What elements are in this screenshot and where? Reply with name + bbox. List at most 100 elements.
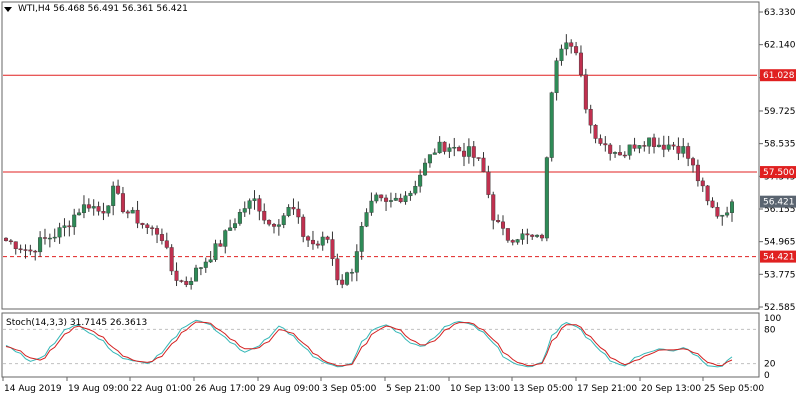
candle-body bbox=[447, 147, 452, 152]
candle-body bbox=[432, 152, 437, 155]
candle-body bbox=[379, 194, 384, 199]
candle-body bbox=[301, 216, 306, 237]
candle bbox=[57, 222, 62, 244]
candle-body bbox=[233, 223, 238, 229]
horizontal-levels[interactable] bbox=[3, 74, 757, 258]
candle-body bbox=[335, 258, 340, 281]
candle bbox=[91, 199, 96, 216]
candle bbox=[38, 231, 43, 257]
candle bbox=[447, 143, 452, 158]
candle-body bbox=[72, 214, 77, 228]
candle bbox=[588, 104, 593, 134]
time-tick-label: 10 Sep 13:00 bbox=[450, 384, 510, 394]
candle bbox=[247, 198, 252, 215]
level-tag bbox=[760, 166, 796, 179]
candle-body bbox=[169, 247, 174, 272]
candle bbox=[462, 142, 467, 167]
stoch-label: Stoch(14,3,3) 31.7145 26.3613 bbox=[6, 318, 148, 328]
candle-body bbox=[101, 211, 106, 214]
candle bbox=[598, 134, 603, 146]
candle bbox=[384, 194, 389, 211]
candle bbox=[471, 141, 476, 167]
chart-menu-triangle-icon[interactable] bbox=[4, 7, 12, 12]
candle bbox=[642, 141, 647, 152]
candle-body bbox=[47, 237, 52, 240]
candle-body bbox=[715, 207, 720, 217]
candle-body bbox=[720, 214, 725, 217]
candle bbox=[413, 180, 418, 196]
candle-body bbox=[62, 225, 67, 228]
candle-body bbox=[213, 243, 218, 260]
candle bbox=[539, 233, 544, 242]
candle-body bbox=[42, 237, 47, 239]
candle-body bbox=[164, 240, 169, 248]
candle bbox=[296, 201, 301, 224]
candle bbox=[18, 244, 23, 254]
time-tick-label: 3 Sep 05:00 bbox=[322, 384, 377, 394]
candle bbox=[491, 191, 496, 230]
candle-body bbox=[418, 174, 423, 187]
candle-body bbox=[510, 240, 515, 243]
candle bbox=[106, 205, 111, 217]
candle-body bbox=[203, 261, 208, 268]
candle bbox=[335, 253, 340, 286]
candle bbox=[242, 201, 247, 217]
candle bbox=[549, 91, 554, 162]
price-tick-label: 62.140 bbox=[764, 41, 796, 51]
candle bbox=[345, 271, 350, 286]
candle bbox=[47, 233, 52, 248]
ohlc-high: 56.491 bbox=[87, 4, 120, 14]
stoch-level-label: 80 bbox=[764, 325, 776, 335]
candle-body bbox=[393, 197, 398, 201]
candle-body bbox=[315, 243, 320, 246]
candle bbox=[306, 235, 311, 247]
candle-body bbox=[598, 138, 603, 144]
candle-body bbox=[218, 243, 223, 247]
price-panel-frame bbox=[1, 1, 760, 310]
candle bbox=[96, 201, 101, 216]
candle-body bbox=[155, 228, 160, 235]
symbol-timeframe: WTI,H4 bbox=[18, 4, 51, 14]
candle bbox=[369, 192, 374, 216]
candle bbox=[257, 194, 262, 221]
candle bbox=[437, 136, 442, 154]
price-tick-label: 54.965 bbox=[764, 238, 796, 248]
candle bbox=[120, 186, 125, 214]
candle bbox=[671, 141, 676, 150]
candle bbox=[656, 137, 661, 148]
candle-body bbox=[505, 228, 510, 241]
time-tick-label: 25 Sep 05:00 bbox=[704, 384, 764, 394]
candle-body bbox=[466, 146, 471, 157]
candle bbox=[164, 232, 169, 250]
candle bbox=[403, 191, 408, 205]
candle bbox=[130, 207, 135, 214]
candle-body bbox=[544, 157, 549, 239]
candle bbox=[432, 148, 437, 155]
candle-body bbox=[3, 237, 8, 242]
candle-body bbox=[374, 194, 379, 202]
candle-body bbox=[661, 144, 666, 150]
candle-body bbox=[57, 227, 62, 238]
candle bbox=[388, 192, 393, 208]
stoch-main-line bbox=[5, 319, 733, 368]
candle-body bbox=[457, 146, 462, 152]
candle bbox=[291, 198, 296, 215]
candle bbox=[408, 190, 413, 201]
candle bbox=[510, 239, 515, 246]
candle-body bbox=[622, 154, 627, 157]
candle-body bbox=[710, 200, 715, 208]
candle-body bbox=[608, 144, 613, 154]
candle bbox=[583, 68, 588, 114]
candle bbox=[574, 41, 579, 56]
candle bbox=[42, 228, 47, 245]
candle bbox=[198, 266, 203, 276]
ohlc-open: 56.468 bbox=[53, 4, 85, 14]
candle-body bbox=[476, 157, 481, 159]
candle-body bbox=[257, 198, 262, 212]
candle bbox=[715, 202, 720, 219]
candle bbox=[86, 198, 91, 212]
candle bbox=[213, 239, 218, 262]
candle-body bbox=[617, 152, 622, 156]
